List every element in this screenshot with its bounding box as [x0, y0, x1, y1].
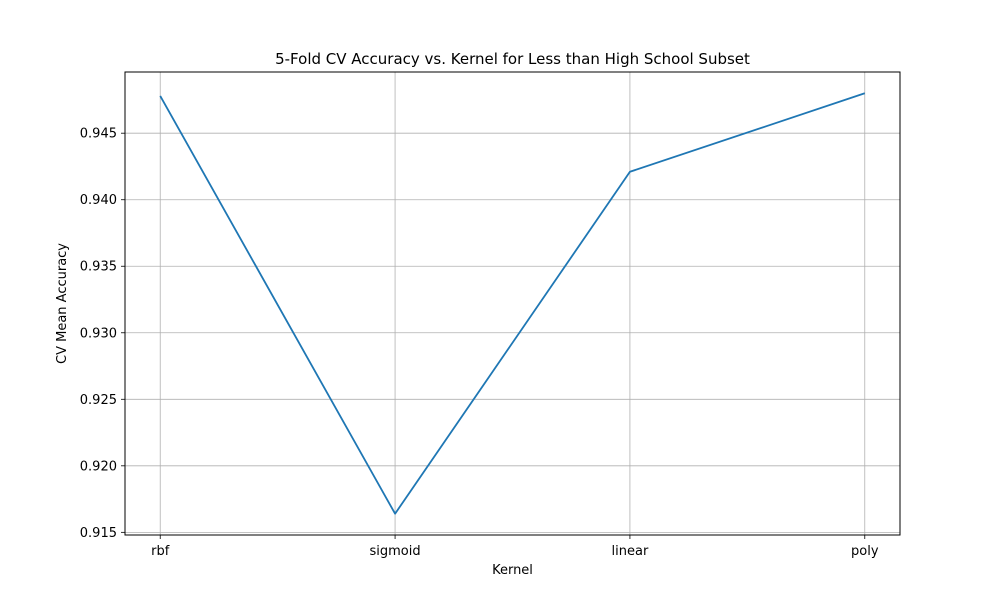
plot-area [125, 72, 900, 535]
y-axis-label: CV Mean Accuracy [55, 243, 70, 364]
x-tick-label: poly [851, 544, 879, 559]
series-layer [159, 92, 866, 515]
y-tick-label: 0.935 [80, 260, 117, 275]
y-tick-label: 0.915 [80, 526, 117, 541]
x-axis-ticks: rbf sigmoid linear poly [151, 535, 879, 559]
plot-frame [124, 71, 901, 536]
y-tick-label: 0.930 [80, 326, 117, 341]
y-tick-label: 0.945 [80, 127, 117, 142]
x-tick-label: sigmoid [370, 544, 421, 559]
series-line [159, 92, 866, 515]
x-tick-label: rbf [151, 544, 170, 559]
y-axis-ticks: 0.915 0.920 0.925 0.930 0.935 0.940 0.945 [80, 127, 125, 541]
y-tick-label: 0.920 [80, 459, 117, 474]
chart-title: 5-Fold CV Accuracy vs. Kernel for Less t… [275, 50, 750, 68]
y-tick-label: 0.925 [80, 393, 117, 408]
y-tick-label: 0.940 [80, 193, 117, 208]
grid-lines [125, 72, 900, 535]
x-axis-label: Kernel [492, 563, 533, 578]
x-tick-label: linear [612, 544, 649, 559]
